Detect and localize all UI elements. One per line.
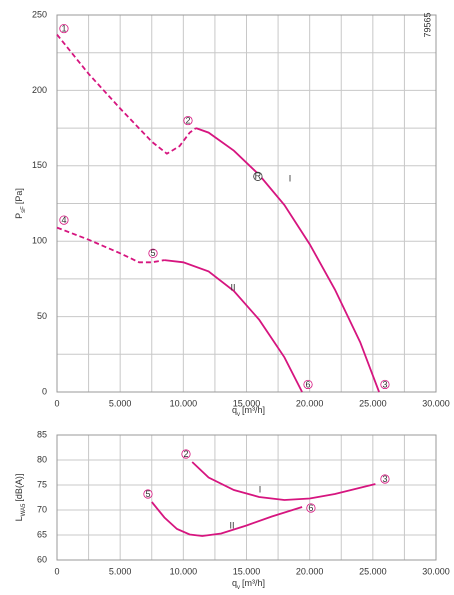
- point-marker: [253, 171, 263, 181]
- point-marker: [380, 474, 390, 484]
- y-tick-label: 0: [42, 386, 47, 396]
- point-marker: [380, 379, 390, 390]
- curve: [56, 34, 197, 155]
- curve-label: II: [230, 282, 235, 292]
- point-marker: [148, 248, 158, 258]
- curve: [195, 127, 380, 393]
- x-tick-label: 5.000: [109, 566, 132, 576]
- point-marker: [143, 489, 153, 499]
- point-marker-label: 2: [183, 449, 188, 459]
- x-tick-label: 20.000: [296, 398, 324, 408]
- curve: [191, 461, 376, 501]
- point-marker: [183, 115, 193, 126]
- curve: [164, 259, 303, 393]
- y-tick-label: 60: [37, 554, 47, 564]
- x-tick-label: 25.000: [359, 398, 387, 408]
- point-marker: [306, 503, 316, 513]
- plot-frame: [56, 434, 437, 561]
- point-marker: [59, 215, 69, 225]
- label-sub: WA5: [21, 503, 27, 516]
- plot-frame: [56, 14, 437, 393]
- y-axis-label: LWA5[dB(A)]: [14, 474, 26, 522]
- point-marker-label: 1: [61, 23, 66, 33]
- x-tick-label: 15.000: [233, 566, 261, 576]
- x-tick-label: 5.000: [109, 398, 132, 408]
- point-marker: [303, 379, 313, 390]
- label-sub: v: [237, 585, 240, 591]
- label-main: q: [232, 578, 237, 588]
- point-marker-label: 6: [306, 379, 311, 389]
- label-sub: v: [237, 412, 240, 418]
- label-unit: [dB(A)]: [14, 474, 24, 502]
- point-marker-label: 5: [145, 489, 150, 499]
- x-axis-label: qv [m³/h]: [232, 578, 265, 590]
- drawing-code: 79565: [422, 12, 432, 37]
- label-main: q: [232, 405, 237, 415]
- point-marker: [59, 23, 69, 34]
- label-main: P: [14, 213, 24, 219]
- x-tick-label: 20.000: [296, 566, 324, 576]
- curve-label: I: [259, 484, 262, 494]
- y-tick-label: 70: [37, 504, 47, 514]
- x-tick-label: 0: [54, 566, 59, 576]
- y-tick-label: 150: [32, 160, 47, 170]
- x-tick-label: 30.000: [422, 566, 450, 576]
- x-tick-label: 10.000: [170, 566, 198, 576]
- x-tick-label: 15.000: [233, 398, 261, 408]
- point-marker-label: R: [255, 171, 262, 181]
- y-tick-label: 80: [37, 454, 47, 464]
- label-main: L: [14, 516, 24, 521]
- x-tick-label: 10.000: [170, 398, 198, 408]
- label-unit: [m³/h]: [242, 405, 265, 415]
- y-tick-label: 200: [32, 85, 47, 95]
- x-tick-label: 25.000: [359, 566, 387, 576]
- label-unit: [m³/h]: [242, 578, 265, 588]
- curve: [151, 501, 303, 537]
- y-tick-label: 250: [32, 9, 47, 19]
- point-marker-label: 4: [61, 215, 66, 225]
- point-marker: [181, 449, 191, 459]
- x-axis-label: qv [m³/h]: [232, 405, 265, 417]
- curve-label: I: [289, 174, 292, 184]
- y-axis-label: PsF [Pa]: [14, 188, 26, 219]
- point-marker-label: 3: [382, 474, 387, 484]
- y-tick-label: 65: [37, 529, 47, 539]
- label-sub: sF: [21, 206, 27, 213]
- x-tick-label: 30.000: [422, 398, 450, 408]
- point-marker-label: 2: [185, 115, 190, 125]
- curve: [56, 226, 165, 264]
- y-tick-label: 100: [32, 236, 47, 246]
- point-marker-label: 3: [382, 379, 387, 389]
- point-marker-label: 6: [308, 503, 313, 513]
- y-tick-label: 75: [37, 479, 47, 489]
- y-tick-label: 50: [37, 311, 47, 321]
- x-tick-label: 0: [54, 398, 59, 408]
- y-tick-label: 85: [37, 429, 47, 439]
- label-unit: [Pa]: [14, 188, 24, 204]
- point-marker-label: 5: [151, 248, 156, 258]
- curve-label: II: [229, 520, 234, 530]
